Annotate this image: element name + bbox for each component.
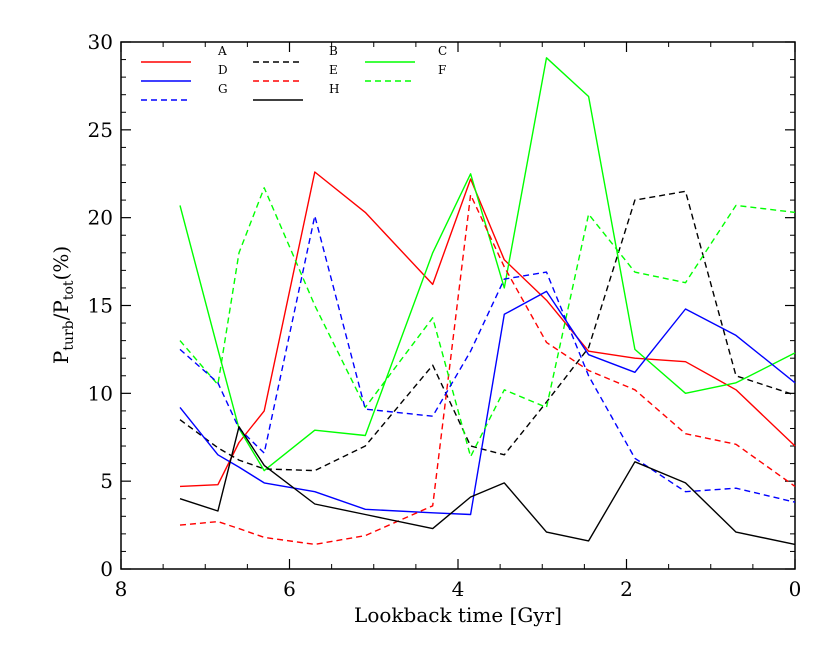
- x-axis-label: Lookback time [Gyr]: [354, 603, 562, 627]
- series-line-C: [179, 57, 796, 472]
- series-line-G: [179, 215, 796, 503]
- y-tick-label: 5: [100, 469, 113, 493]
- y-axis-label-p: P: [49, 351, 73, 364]
- series-line-F: [179, 187, 796, 458]
- series-line-A: [179, 171, 796, 488]
- series-lines: [179, 57, 796, 546]
- legend-label-E: E: [329, 63, 338, 77]
- x-tick-label: 6: [283, 577, 296, 601]
- y-tick-label: 10: [88, 381, 113, 405]
- legend-label-B: B: [329, 44, 338, 58]
- legend-label-D: D: [218, 63, 228, 77]
- legend-label-G: G: [218, 82, 228, 96]
- y-axis-label-sub2: tot: [61, 280, 77, 300]
- series-line-B: [179, 190, 796, 472]
- series-line-H: [179, 426, 796, 546]
- x-tick-label: 2: [620, 577, 633, 601]
- plot-frame: [120, 41, 796, 570]
- legend-label-F: F: [438, 63, 446, 77]
- y-tick-label: 25: [88, 118, 113, 142]
- y-axis-label-sub1: turb: [61, 320, 77, 350]
- y-tick-label: 0: [100, 557, 113, 581]
- y-axis-label-slash: /P: [49, 300, 73, 320]
- y-axis-label: Pturb/Ptot(%): [49, 246, 77, 364]
- legend-label-C: C: [438, 44, 447, 58]
- series-line-D: [179, 290, 796, 516]
- x-tick-label: 8: [115, 577, 128, 601]
- legend: A B C D E F G H: [141, 44, 447, 101]
- y-tick-label: 15: [88, 294, 113, 318]
- x-tick-label: 4: [452, 577, 465, 601]
- y-axis-label-unit: (%): [49, 246, 73, 281]
- y-tick-label: 30: [88, 30, 113, 54]
- legend-label-H: H: [329, 82, 339, 96]
- x-tick-label: 0: [789, 577, 802, 601]
- legend-label-A: A: [217, 44, 227, 58]
- y-tick-label: 20: [88, 206, 113, 230]
